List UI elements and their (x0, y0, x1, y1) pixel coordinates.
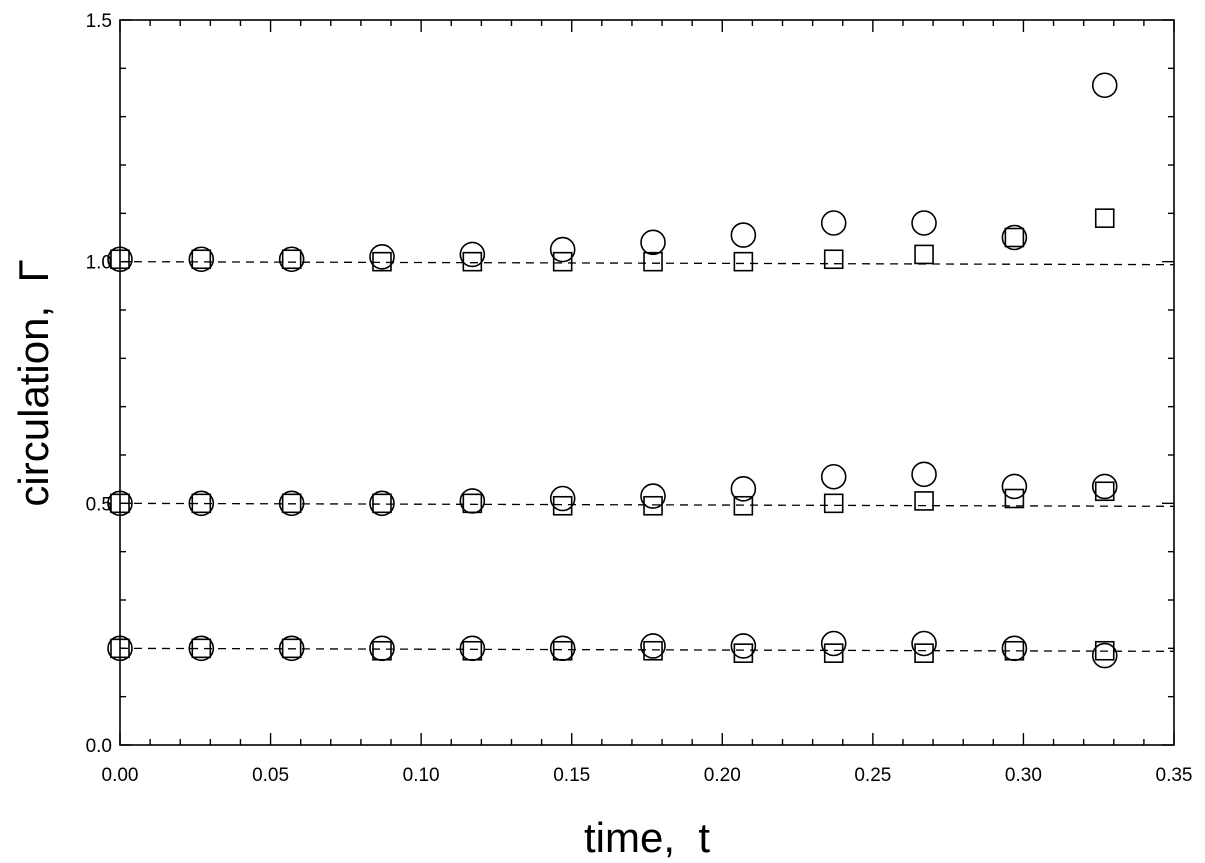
circle-marker (369, 244, 395, 270)
circle-marker (188, 635, 215, 662)
circle-marker (549, 485, 576, 512)
circle-marker (911, 630, 937, 657)
x-axis-title: time, t (584, 814, 710, 861)
x-tick-label: 0.25 (854, 765, 891, 786)
circle-marker (640, 633, 666, 659)
square-marker (462, 251, 483, 272)
circle-marker (188, 246, 215, 273)
square-marker (643, 640, 663, 661)
circle-marker (1001, 473, 1028, 500)
circle-marker (730, 633, 757, 659)
square-marker (552, 640, 573, 661)
circle-marker (640, 229, 666, 256)
square-marker (823, 493, 844, 514)
square-marker (281, 249, 302, 270)
circle-marker (730, 222, 757, 248)
square-marker (1004, 227, 1025, 248)
circle-marker (1001, 224, 1028, 251)
circle-marker (1091, 642, 1118, 669)
circle-marker (911, 210, 937, 236)
square-marker (823, 643, 844, 663)
x-tick-label: 0.05 (252, 765, 289, 786)
axes (119, 19, 1175, 746)
x-tick-label: 0.35 (1156, 765, 1193, 786)
square-marker (823, 249, 844, 270)
reference-line (119, 502, 1175, 507)
ticks (119, 19, 1175, 746)
square-marker (643, 251, 663, 272)
x-tick-label: 0.15 (553, 765, 590, 786)
square-marker (1094, 640, 1115, 661)
square-marker (281, 638, 302, 659)
square-marker (462, 640, 483, 661)
circle-marker (911, 461, 937, 488)
plot-frame (119, 19, 1175, 746)
square-marker (372, 640, 392, 661)
data-markers (107, 72, 1118, 669)
square-marker (191, 249, 212, 270)
square-marker (643, 495, 663, 516)
circle-marker (278, 635, 305, 662)
x-tick-label: 0.00 (102, 765, 139, 786)
reference-lines (119, 261, 1175, 652)
circle-marker (278, 246, 305, 273)
circle-marker (278, 490, 305, 517)
reference-line (119, 647, 1175, 652)
circle-marker (820, 210, 847, 236)
square-marker (914, 491, 934, 511)
square-marker (552, 251, 573, 272)
square-marker (1004, 488, 1025, 509)
x-tick-label: 0.20 (704, 765, 741, 786)
y-tick-label: 1.5 (86, 11, 112, 32)
y-tick-label: 0.5 (86, 494, 112, 515)
reference-line (119, 261, 1175, 266)
square-marker (914, 643, 934, 663)
square-marker (552, 495, 573, 516)
circle-marker (1091, 72, 1118, 99)
y-axis-title: circulation, Γ (10, 259, 57, 506)
circle-marker (820, 630, 847, 657)
square-marker (1094, 208, 1115, 228)
square-marker (281, 493, 302, 514)
circle-marker (549, 236, 576, 263)
square-marker (1004, 640, 1025, 661)
x-tick-label: 0.10 (403, 765, 440, 786)
square-marker (733, 495, 754, 516)
circle-marker (820, 463, 847, 490)
x-tick-label: 0.30 (1005, 765, 1042, 786)
square-marker (914, 244, 934, 265)
circle-marker (730, 476, 757, 502)
circle-marker (640, 483, 666, 509)
y-tick-label: 1.0 (86, 253, 112, 274)
square-marker (462, 493, 483, 514)
square-marker (733, 251, 754, 272)
square-marker (191, 638, 212, 659)
square-marker (733, 643, 754, 663)
square-marker (191, 493, 212, 514)
square-marker (372, 251, 392, 272)
circle-marker (188, 490, 215, 517)
square-marker (1094, 481, 1115, 502)
y-tick-label: 0.0 (86, 736, 112, 757)
circle-marker (459, 241, 486, 268)
square-marker (372, 493, 392, 514)
tick-labels: 0.00 0.05 0.10 0.15 0.20 0.25 0.30 0.35 0.0 0.5 1.… (86, 11, 1193, 786)
circle-marker (1091, 473, 1118, 500)
circle-marker (369, 490, 395, 517)
